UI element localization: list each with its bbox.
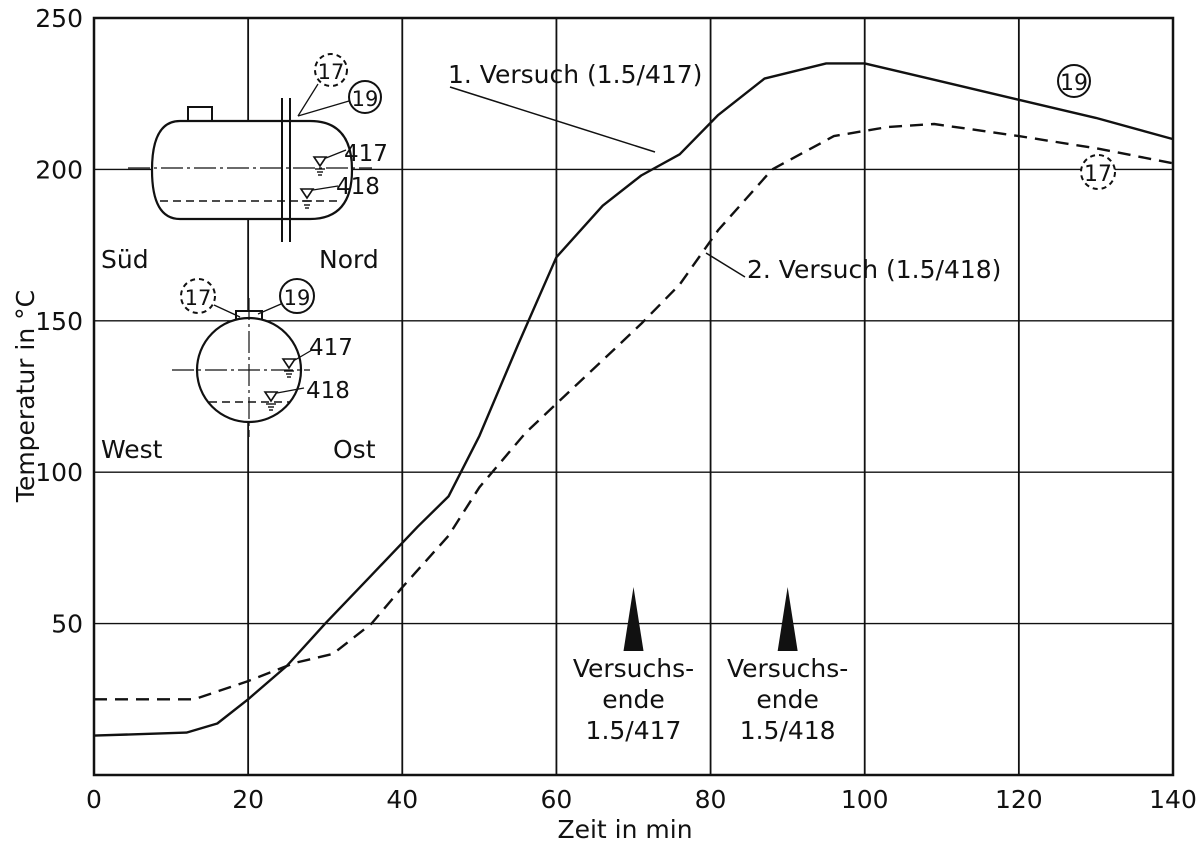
axis-ticks: 0 20 40 60 80 100 120 140 50 100 150 200 250 — [35, 4, 1197, 814]
end-label-1-line-1: Versuchs- — [573, 654, 694, 683]
series-2-leader-line — [705, 252, 746, 278]
top-view-marker-17-circle — [314, 53, 348, 87]
x-tick-label: 0 — [86, 785, 102, 814]
series-2-label: 2. Versuch (1.5/418) — [747, 255, 1001, 284]
top-view-marker-19-circle — [348, 80, 382, 114]
side-view-marker-19: 19 — [284, 286, 311, 310]
x-tick-label: 80 — [695, 785, 727, 814]
label-ost: Ost — [333, 435, 376, 464]
series-1-label: 1. Versuch (1.5/417) — [448, 60, 702, 89]
end-label-1-line-2: ende — [602, 685, 664, 714]
marker-17-leader — [297, 83, 319, 117]
y-tick-label: 200 — [35, 155, 83, 184]
inset-side-view: 417 418 17 19 West Ost — [101, 278, 376, 464]
top-view-marker-17: 17 — [318, 60, 345, 84]
y-axis-label: Temperatur in °C — [11, 290, 40, 503]
top-view-level-417: 417 — [344, 141, 388, 167]
label-nord: Nord — [319, 245, 379, 274]
top-view-level-418: 418 — [336, 174, 380, 200]
plot-frame — [92, 16, 1175, 777]
side-view-marker-17-circle — [180, 278, 216, 314]
label-west: West — [101, 435, 163, 464]
side-view-level-418: 418 — [306, 378, 350, 404]
x-axis-label: Zeit in min — [557, 815, 692, 844]
end-label-2-line-1: Versuchs- — [727, 654, 848, 683]
y-tick-label: 250 — [35, 4, 83, 33]
side-level-417-icon — [281, 358, 297, 378]
series-group — [93, 62, 1174, 737]
side-418-leader — [276, 387, 305, 394]
y-tick-label: 100 — [35, 458, 83, 487]
side-marker-17-leader — [213, 304, 241, 318]
series-2-line — [94, 122, 1174, 701]
x-tick-label: 20 — [232, 785, 264, 814]
y-tick-label: 150 — [35, 307, 83, 336]
level-417-icon — [312, 156, 328, 176]
end-label-2-line-2: ende — [756, 685, 818, 714]
series-1-end-marker: 19 — [1057, 64, 1091, 98]
label-sued: Süd — [101, 245, 149, 274]
x-tick-label: 60 — [541, 785, 573, 814]
level-417-leader — [325, 149, 347, 159]
y-tick-label: 50 — [51, 610, 83, 639]
x-tick-label: 120 — [995, 785, 1043, 814]
end-label-1-line-3: 1.5/417 — [586, 716, 682, 745]
level-418-icon — [299, 188, 315, 209]
grid — [94, 18, 1173, 775]
side-view-marker-17: 17 — [185, 286, 212, 310]
end-label-2-line-3: 1.5/418 — [740, 716, 836, 745]
tank-dome — [187, 106, 213, 122]
series-1-marker-label: 19 — [1060, 71, 1088, 96]
tank-body — [150, 119, 354, 221]
side-417-leader — [294, 349, 313, 361]
series-1-line — [93, 62, 1174, 737]
inset-top-view: 417 418 17 19 Süd Nord — [101, 53, 388, 274]
top-view-marker-19: 19 — [352, 87, 379, 111]
series-2-end-marker: 17 — [1080, 154, 1116, 190]
side-view-marker-19-circle — [279, 278, 315, 314]
x-tick-label: 100 — [841, 785, 889, 814]
series-1-leader-line — [449, 86, 656, 153]
series-2-marker-label: 17 — [1084, 162, 1112, 187]
end-arrow-2 — [777, 587, 798, 651]
x-tick-label: 140 — [1149, 785, 1197, 814]
side-marker-19-leader — [257, 303, 282, 315]
side-view-level-417: 417 — [309, 335, 353, 361]
side-level-418-icon — [263, 391, 279, 411]
end-arrow-1 — [623, 587, 644, 651]
x-tick-label: 40 — [386, 785, 418, 814]
level-418-leader — [312, 185, 339, 191]
marker-19-leader — [297, 100, 350, 117]
